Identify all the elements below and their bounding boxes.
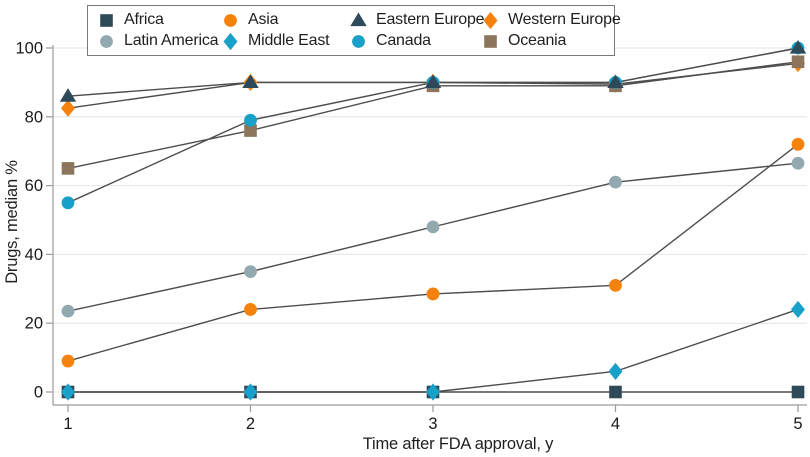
legend-label: Latin America: [124, 32, 219, 50]
legend-label: Middle East: [248, 32, 330, 50]
series-line-middle-east: [68, 308, 799, 393]
marker-western-europe: [61, 99, 75, 117]
legend-marker-middle-east-icon: [223, 33, 238, 51]
legend-label: Western Europe: [508, 10, 621, 28]
legend-item-asia: Asia: [222, 11, 350, 29]
y-axis-title: Drugs, median %: [3, 160, 21, 284]
marker-eastern-europe: [59, 88, 77, 102]
legend-marker-shape: [350, 12, 367, 26]
y-tick-label: 20: [25, 315, 43, 333]
y-tick-label: 80: [25, 108, 43, 126]
legend-marker-western-europe-icon: [483, 11, 498, 29]
legend-item-africa: Africa: [98, 11, 222, 29]
marker-asia: [791, 137, 805, 151]
legend-label: Eastern Europe: [376, 10, 485, 28]
marker-canada: [244, 113, 257, 127]
series-line-canada: [67, 47, 799, 204]
legend-marker-shape: [100, 13, 113, 27]
x-axis-title: Time after FDA approval, y: [363, 435, 554, 453]
legend-marker-oceania-icon: [484, 35, 497, 49]
legend-label: Oceania: [508, 32, 567, 50]
marker-middle-east: [243, 383, 258, 401]
marker-africa: [609, 385, 622, 399]
marker-asia: [426, 287, 440, 301]
legend-item-western-europe: Western Europe: [482, 11, 621, 29]
marker-latin-america: [426, 220, 440, 234]
marker-canada: [61, 196, 75, 210]
marker-asia: [61, 354, 75, 368]
legend-marker-shape: [224, 13, 237, 27]
x-tick-label: 1: [63, 415, 72, 433]
legend-marker-shape: [100, 35, 113, 49]
marker-oceania: [244, 124, 257, 137]
marker-eastern-europe: [789, 40, 807, 54]
x-tick-label: 2: [246, 415, 255, 433]
marker-middle-east: [791, 300, 805, 319]
marker-oceania: [791, 55, 805, 69]
marker-asia: [609, 278, 622, 292]
marker-eastern-europe: [242, 74, 259, 88]
marker-latin-america: [61, 304, 75, 318]
legend-label: Asia: [248, 10, 279, 28]
marker-oceania: [61, 162, 75, 175]
legend-marker-canada-icon: [352, 35, 365, 49]
series-line-asia: [67, 143, 799, 362]
marker-latin-america: [791, 156, 805, 170]
legend-row: Africa Asia Eastern Europe Western Europe: [98, 10, 621, 29]
legend-marker-africa-icon: [100, 13, 113, 27]
x-tick-label: 5: [793, 415, 802, 433]
legend-item-oceania: Oceania: [482, 32, 614, 50]
marker-asia: [244, 303, 257, 316]
legend-item-eastern-europe: Eastern Europe: [350, 10, 485, 29]
y-tick-label: 60: [25, 177, 43, 195]
legend-marker-shape: [352, 35, 365, 49]
x-tick-label: 4: [611, 415, 620, 433]
y-tick-label: 100: [15, 40, 43, 58]
y-tick-label: 0: [34, 384, 43, 402]
marker-eastern-europe: [607, 74, 624, 88]
chart-legend: Africa Asia Eastern Europe Western Europe La…: [87, 5, 621, 56]
marker-middle-east: [608, 362, 623, 380]
marker-latin-america: [244, 265, 257, 278]
legend-item-middle-east: Middle East: [222, 32, 350, 51]
legend-marker-shape: [223, 33, 238, 51]
legend-row: Latin America Middle East Canada Oceania: [98, 32, 614, 51]
legend-label: Africa: [124, 10, 164, 28]
legend-label: Canada: [376, 32, 431, 50]
marker-latin-america: [609, 175, 622, 189]
legend-item-latin-america: Latin America: [98, 32, 222, 50]
marker-middle-east: [61, 383, 75, 401]
y-tick-label: 40: [25, 246, 43, 264]
legend-marker-latin-america-icon: [100, 35, 113, 49]
legend-marker-shape: [483, 11, 498, 29]
marker-africa: [791, 385, 805, 399]
marker-eastern-europe: [424, 74, 442, 88]
marker-middle-east: [426, 383, 440, 401]
legend-marker-shape: [484, 35, 497, 49]
legend-item-canada: Canada: [350, 32, 482, 50]
legend-marker-asia-icon: [224, 13, 237, 27]
x-tick-label: 3: [428, 415, 437, 433]
legend-marker-eastern-europe-icon: [350, 12, 367, 26]
